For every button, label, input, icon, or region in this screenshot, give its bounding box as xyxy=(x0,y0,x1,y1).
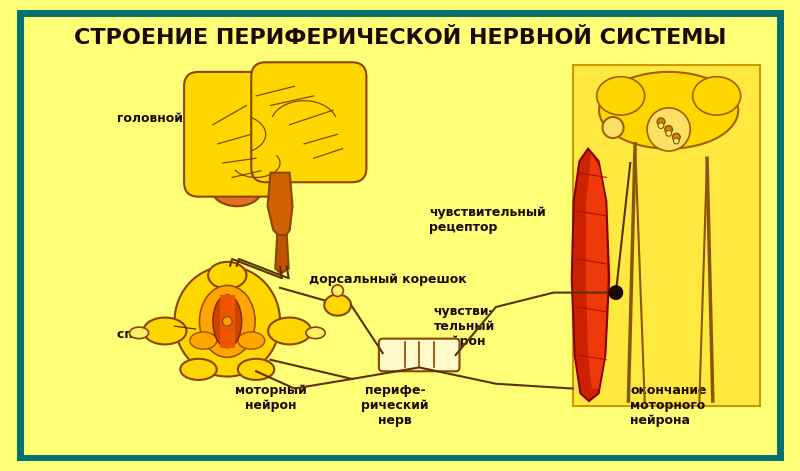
Ellipse shape xyxy=(602,117,623,138)
Ellipse shape xyxy=(647,108,690,151)
Ellipse shape xyxy=(599,72,738,149)
Text: СТРОЕНИЕ ПЕРИФЕРИЧЕСКОЙ НЕРВНОЙ СИСТЕМЫ: СТРОЕНИЕ ПЕРИФЕРИЧЕСКОЙ НЕРВНОЙ СИСТЕМЫ xyxy=(74,28,726,49)
Ellipse shape xyxy=(208,262,246,289)
Ellipse shape xyxy=(238,332,265,349)
Circle shape xyxy=(666,130,671,136)
Circle shape xyxy=(222,317,232,326)
FancyBboxPatch shape xyxy=(379,339,459,371)
Ellipse shape xyxy=(324,294,351,316)
Circle shape xyxy=(609,286,622,299)
Ellipse shape xyxy=(693,77,741,115)
Ellipse shape xyxy=(268,317,311,344)
Ellipse shape xyxy=(143,317,186,344)
Polygon shape xyxy=(220,294,235,348)
Text: моторный
нейрон: моторный нейрон xyxy=(234,384,306,412)
Ellipse shape xyxy=(210,168,263,206)
Polygon shape xyxy=(586,154,607,389)
Circle shape xyxy=(332,285,343,296)
Ellipse shape xyxy=(190,332,217,349)
Polygon shape xyxy=(275,235,289,273)
Ellipse shape xyxy=(213,295,242,348)
Ellipse shape xyxy=(180,359,217,380)
Text: дорсальный корешок: дорсальный корешок xyxy=(309,273,466,286)
Circle shape xyxy=(674,138,679,144)
Ellipse shape xyxy=(174,266,280,376)
Circle shape xyxy=(657,118,665,126)
FancyBboxPatch shape xyxy=(184,72,290,196)
Ellipse shape xyxy=(238,359,274,380)
Text: чувствительный
рецептор: чувствительный рецептор xyxy=(429,206,546,234)
Text: перифе-
рический
нерв: перифе- рический нерв xyxy=(362,384,429,427)
Polygon shape xyxy=(267,173,293,240)
Ellipse shape xyxy=(306,327,325,339)
Text: чувстви-
тельный
нейрон: чувстви- тельный нейрон xyxy=(434,305,495,348)
Ellipse shape xyxy=(199,285,255,357)
FancyBboxPatch shape xyxy=(251,62,366,182)
Text: окончание
моторного
нейрона: окончание моторного нейрона xyxy=(630,384,706,427)
Polygon shape xyxy=(572,149,609,401)
Text: спинной мозг: спинной мозг xyxy=(117,328,212,341)
Bar xyxy=(573,65,760,406)
Ellipse shape xyxy=(130,327,149,339)
Ellipse shape xyxy=(597,77,645,115)
Circle shape xyxy=(665,126,673,133)
Text: головной мозг: головной мозг xyxy=(117,112,219,125)
Circle shape xyxy=(673,133,680,141)
Circle shape xyxy=(658,123,664,129)
